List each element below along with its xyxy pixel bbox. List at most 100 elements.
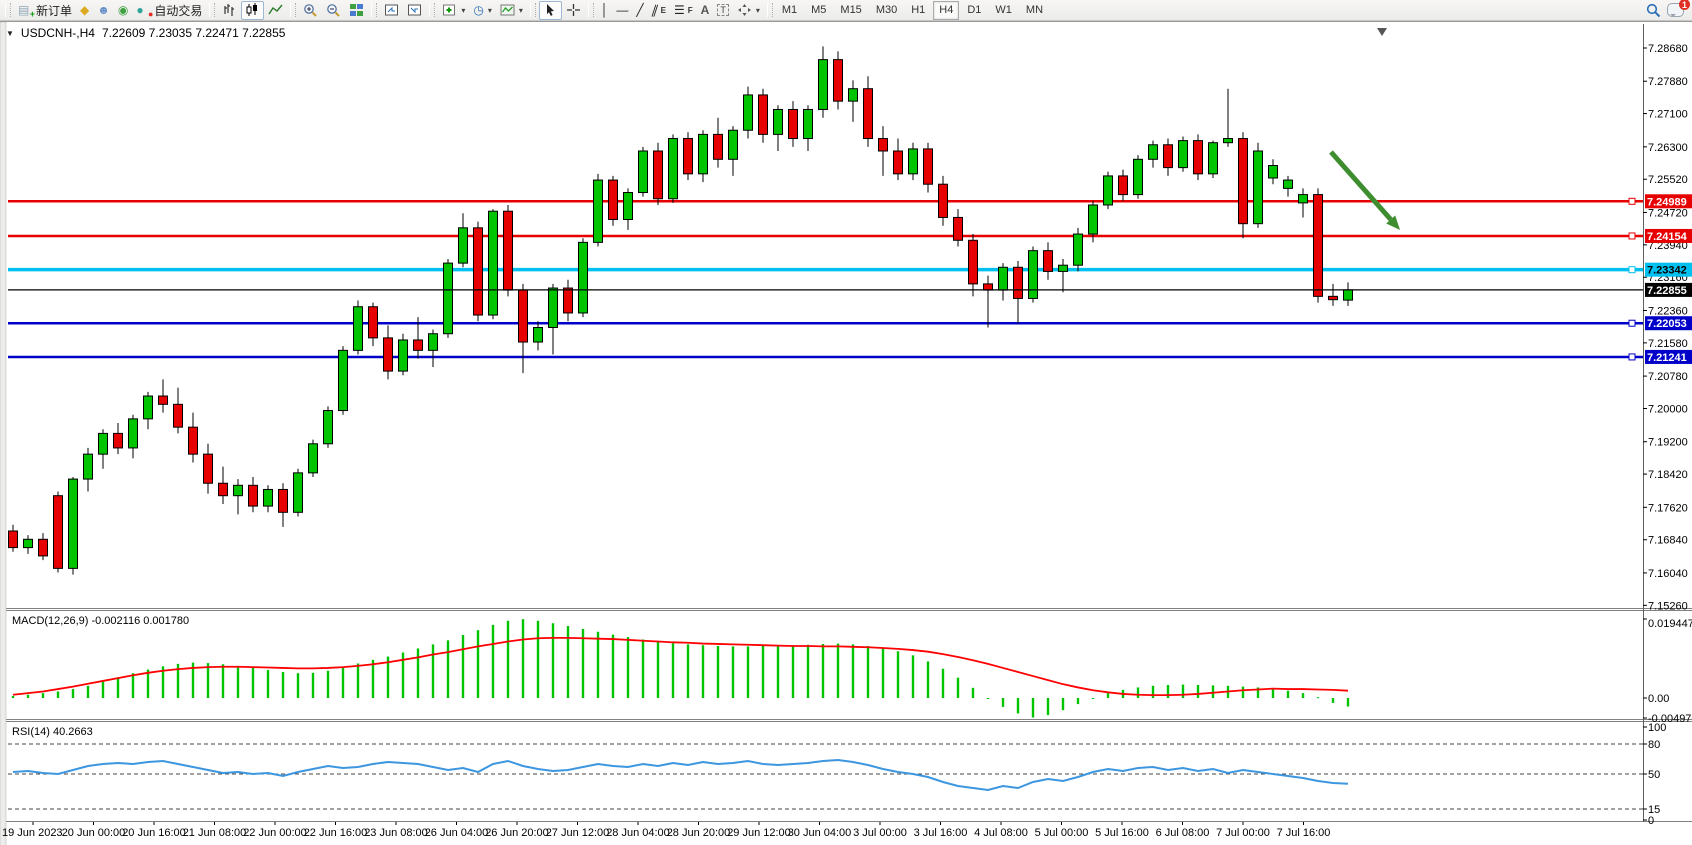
time-axis-label: 3 Jul 16:00: [914, 827, 968, 839]
annotation-arrow[interactable]: [1329, 150, 1393, 222]
tip-button[interactable]: ◆: [76, 1, 93, 20]
macd-histogram-bar: [1076, 698, 1080, 705]
timeframe-button-mn[interactable]: MN: [1025, 4, 1044, 16]
toolbar-grip[interactable]: [766, 3, 773, 17]
candle: [383, 337, 393, 372]
toolbar-grip[interactable]: [529, 3, 536, 17]
channel-tool-button[interactable]: ∥ E: [649, 3, 666, 17]
toolbar-grip[interactable]: [290, 3, 297, 17]
macd-histogram-bar: [1241, 686, 1245, 698]
toolbar-grip[interactable]: [371, 3, 378, 17]
annotation-arrow-head[interactable]: [1386, 215, 1400, 230]
bar-chart-button[interactable]: [218, 1, 241, 20]
candlestick-chart-button[interactable]: [241, 0, 265, 20]
arrows-tool-button[interactable]: ▾: [733, 1, 764, 20]
line-handle[interactable]: [1628, 266, 1636, 274]
chat-icon[interactable]: 1: [1667, 0, 1690, 17]
candle: [1223, 138, 1233, 144]
price-axis-label: 7.20780: [1648, 371, 1688, 383]
line-handle[interactable]: [1628, 353, 1636, 361]
time-axis-label: 7 Jul 00:00: [1216, 827, 1270, 839]
macd-histogram-bar: [41, 693, 45, 698]
text-tool-button[interactable]: A: [697, 1, 714, 20]
horizontal-line-7.24154[interactable]: 7.24154: [8, 228, 1692, 243]
tip-icon: ◆: [80, 3, 90, 17]
auto-trading-button[interactable]: ● ● 自动交易: [132, 1, 206, 20]
arrange-horizontal-button[interactable]: [403, 1, 426, 20]
crosshair-tool-button[interactable]: [562, 1, 585, 20]
timeframe-button-h4[interactable]: H4: [933, 0, 960, 20]
chart-window: ▼ USDCNH-,H4 7.22609 7.23035 7.22471 7.2…: [0, 21, 1692, 845]
zoom-in-button[interactable]: [299, 1, 322, 20]
cursor-tool-button[interactable]: [538, 0, 562, 20]
vertical-line-tool-button[interactable]: │: [597, 1, 613, 20]
chart-shift-marker[interactable]: [1377, 28, 1387, 36]
candle: [1058, 264, 1068, 272]
line-handle[interactable]: [1628, 197, 1636, 205]
macd-histogram-bar: [851, 644, 855, 698]
symbol-dropdown-caret[interactable]: ▼: [6, 28, 14, 38]
macd-histogram-bar: [1016, 698, 1020, 714]
candle: [113, 432, 123, 449]
candle: [1238, 138, 1248, 225]
line-handle[interactable]: [1628, 232, 1636, 240]
horizontal-line-7.22053[interactable]: 7.22053: [8, 316, 1692, 331]
crosshair-icon: [566, 4, 580, 16]
signals-button[interactable]: ◉: [114, 1, 132, 20]
toolbar-grip[interactable]: [209, 3, 216, 17]
timeframe-button-d1[interactable]: D1: [967, 4, 982, 16]
period-button[interactable]: ◷ ▾: [469, 1, 496, 20]
notification-badge: 1: [1679, 0, 1690, 10]
candle: [998, 266, 1008, 291]
timeframe-button-w1[interactable]: W1: [995, 4, 1012, 16]
horizontal-line-7.21241[interactable]: 7.21241: [8, 349, 1692, 364]
candle: [338, 349, 348, 412]
toolbar-grip[interactable]: [5, 3, 11, 17]
timeframe-button-m15[interactable]: M15: [840, 4, 862, 16]
community-button[interactable]: ☻: [93, 1, 114, 20]
arrange-vertical-button[interactable]: [380, 1, 403, 20]
timeframe-button-h1[interactable]: H1: [911, 4, 926, 16]
candle: [623, 192, 633, 221]
time-axis-label: 7 Jul 16:00: [1277, 827, 1331, 839]
horizontal-line-tool-button[interactable]: —: [612, 1, 632, 20]
toolbar-grip[interactable]: [587, 3, 594, 17]
clock-icon: ◷: [473, 3, 484, 17]
search-icon[interactable]: [1646, 3, 1661, 18]
line-price-label: 7.24154: [1647, 231, 1688, 243]
macd-histogram-bar: [401, 652, 405, 698]
person-icon: ☻: [97, 3, 110, 17]
new-order-button[interactable]: ▤ + 新订单: [14, 1, 76, 20]
macd-histogram-bar: [596, 631, 600, 698]
time-axis-label: 26 Jun 20:00: [485, 827, 549, 839]
timeframe-button-m5[interactable]: M5: [811, 4, 827, 16]
macd-histogram-bar: [1046, 698, 1050, 716]
price-chart[interactable]: 7.28680 7.27880 7.27100 7.26300 7.25520 7.247…: [0, 22, 1692, 845]
line-chart-icon: [268, 4, 283, 15]
fibonacci-tool-button[interactable]: ☰ F: [674, 3, 693, 17]
line-chart-button[interactable]: [264, 1, 287, 20]
horizontal-line-7.24989[interactable]: 7.24989: [8, 194, 1692, 209]
macd-histogram-bar: [146, 669, 150, 698]
macd-histogram-bar: [326, 670, 330, 698]
macd-histogram-bar: [731, 646, 735, 698]
text-label-tool-button[interactable]: T: [713, 1, 733, 20]
line-price-label: 7.22053: [1647, 318, 1687, 330]
add-indicator-button[interactable]: ▾: [438, 1, 469, 20]
horizontal-line-7.23342[interactable]: 7.23342: [8, 262, 1692, 277]
candle: [833, 59, 843, 102]
candle: [1208, 142, 1218, 175]
line-handle[interactable]: [1628, 319, 1636, 327]
zoom-out-icon: [327, 4, 341, 17]
macd-histogram-bar: [1091, 698, 1095, 699]
trendline-tool-button[interactable]: ╱: [632, 1, 647, 20]
timeframe-button-m30[interactable]: M30: [875, 4, 898, 16]
zoom-out-button[interactable]: [322, 1, 345, 20]
toolbar-grip[interactable]: [429, 3, 436, 17]
macd-histogram-bar: [161, 666, 165, 698]
tile-windows-button[interactable]: [345, 1, 368, 20]
template-button[interactable]: ▾: [496, 1, 527, 20]
candle: [953, 216, 963, 241]
timeframe-button-m1[interactable]: M1: [781, 4, 798, 16]
